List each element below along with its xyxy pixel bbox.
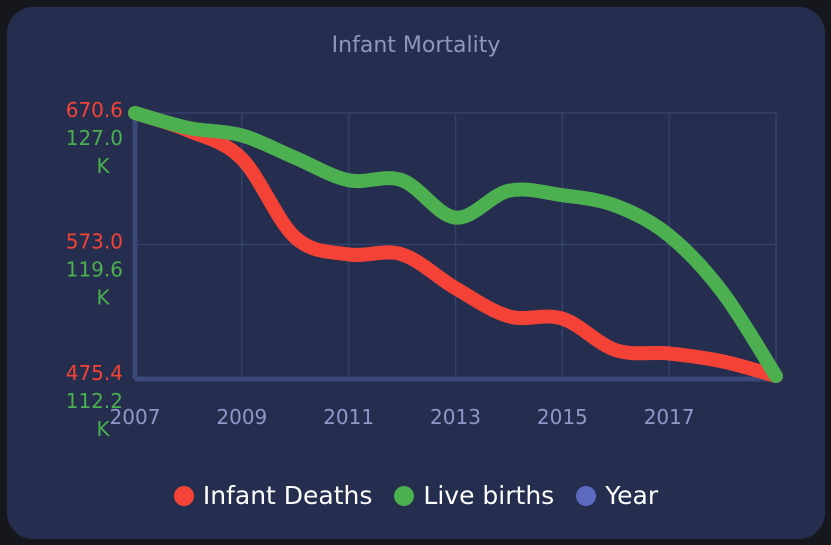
legend-label: Year — [605, 481, 659, 510]
chart-card: Infant Mortality 2007 2009 2011 2013 2015 201… — [7, 7, 825, 539]
line-chart: 2007 2009 2011 2013 2015 2017 670.6 127.0 K 573.0… — [66, 98, 783, 441]
y-tick-label-live-births: 127.0 — [66, 126, 123, 150]
legend-item-live-births[interactable]: Live births — [394, 481, 554, 510]
legend-dot-live-births — [394, 485, 415, 506]
y-tick-label-infant-deaths: 670.6 — [66, 98, 123, 122]
x-tick-label: 2011 — [323, 405, 374, 429]
legend-dot-year — [576, 485, 597, 506]
chart-title: Infant Mortality — [331, 33, 501, 58]
y-tick-label-infant-deaths: 573.0 — [66, 230, 123, 254]
legend-label: Infant Deaths — [202, 481, 373, 510]
legend-dot-infant-deaths — [173, 485, 194, 506]
y-tick-label-unit: K — [96, 286, 110, 310]
y-tick-label-live-births: 112.2 — [66, 389, 123, 413]
y-tick-label-unit: K — [96, 154, 110, 178]
x-tick-label: 2007 — [110, 405, 161, 429]
y-tick-label-live-births: 119.6 — [66, 258, 123, 282]
chart-legend: Infant Deaths Live births Year — [7, 481, 825, 510]
y-tick-label-infant-deaths: 475.4 — [66, 361, 123, 385]
legend-item-infant-deaths[interactable]: Infant Deaths — [173, 481, 373, 510]
x-tick-label: 2017 — [644, 405, 695, 429]
y-tick-label-unit: K — [96, 417, 110, 441]
legend-item-year[interactable]: Year — [576, 481, 658, 510]
x-tick-label: 2013 — [430, 405, 481, 429]
x-tick-label: 2015 — [537, 405, 588, 429]
x-tick-label: 2009 — [216, 405, 267, 429]
legend-label: Live births — [423, 481, 555, 510]
